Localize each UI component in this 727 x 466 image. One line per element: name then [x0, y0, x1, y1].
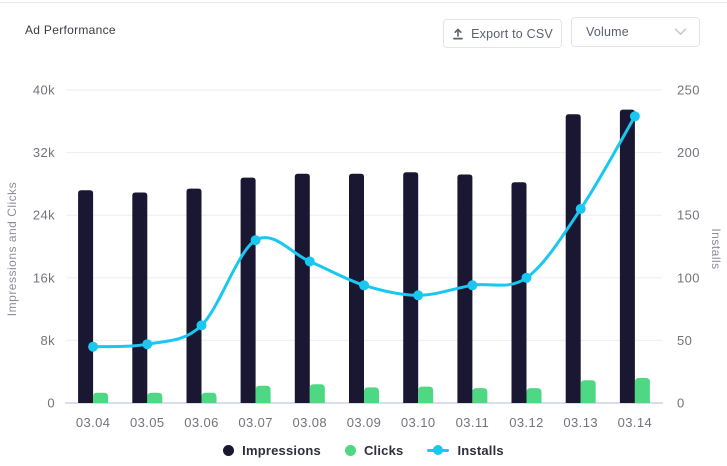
x-tick-label: 03.06 [184, 415, 219, 430]
point-installs-03.07 [250, 235, 261, 246]
point-installs-03.09 [359, 280, 369, 291]
bar-impressions-03.07 [240, 177, 256, 403]
bar-clicks-03.12 [526, 388, 542, 403]
point-installs-03.08 [304, 256, 315, 267]
bar-clicks-03.06 [201, 392, 217, 403]
bar-impressions-03.13 [565, 114, 581, 404]
legend-item-clicks[interactable]: Clicks [344, 442, 404, 458]
bar-impressions-03.10 [403, 172, 419, 403]
left-tick-label: 16k [33, 270, 55, 285]
bar-clicks-03.07 [255, 385, 271, 403]
right-tick-label: 150 [677, 208, 700, 223]
upload-icon [452, 27, 464, 40]
right-tick-label: 50 [677, 333, 692, 348]
page-title: Ad Performance [25, 23, 116, 37]
bar-impressions-03.11 [457, 174, 473, 403]
bar-impressions-03.12 [511, 182, 527, 403]
x-tick-label: 03.08 [293, 415, 328, 430]
x-tick-label: 03.14 [618, 415, 653, 430]
bar-clicks-03.04 [93, 392, 109, 403]
legend-circle-marker [344, 444, 356, 456]
bar-clicks-03.11 [472, 388, 488, 403]
point-installs-03.05 [142, 339, 153, 350]
legend-label: Installs [457, 442, 504, 458]
legend-label: Impressions [242, 442, 321, 458]
legend-circle-marker [223, 444, 235, 456]
right-tick-label: 0 [677, 396, 685, 411]
bar-clicks-03.14 [634, 378, 650, 403]
bar-impressions-03.08 [294, 173, 310, 403]
x-axis-labels: 03.04 03.05 03.06 03.07 03.08 03.09 03.10 03.11… [76, 415, 652, 430]
x-tick-label: 03.04 [76, 415, 111, 430]
left-tick-label: 24k [33, 208, 55, 223]
point-installs-03.13 [575, 203, 586, 214]
right-axis-ticks: 0 50 100 150 200 250 [677, 83, 700, 411]
volume-select-value: Volume [586, 25, 629, 39]
left-tick-label: 0 [47, 396, 55, 411]
x-tick-label: 03.09 [347, 415, 382, 430]
point-installs-03.06 [196, 320, 207, 331]
bar-clicks-03.10 [418, 386, 434, 403]
point-installs-03.12 [521, 272, 532, 283]
export-button-label: Export to CSV [471, 26, 553, 41]
point-installs-03.04 [88, 341, 99, 352]
top-divider [0, 2, 727, 3]
point-installs-03.11 [467, 280, 478, 291]
left-axis-title: Impressions and Clicks [5, 182, 19, 316]
clicks-bars [93, 378, 650, 403]
bar-impressions-03.09 [349, 173, 364, 403]
x-tick-label: 03.12 [509, 415, 544, 430]
x-tick-label: 03.13 [563, 415, 598, 430]
legend-item-installs[interactable]: Installs [427, 442, 504, 458]
bar-impressions-03.14 [619, 109, 635, 403]
right-axis-title: Installs [709, 228, 723, 269]
point-installs-03.10 [413, 290, 424, 301]
left-tick-label: 32k [33, 145, 55, 160]
left-axis-ticks: 0 8k 16k 24k 32k 40k [33, 83, 55, 411]
right-tick-label: 200 [677, 145, 700, 160]
x-tick-label: 03.10 [401, 415, 436, 430]
export-to-csv-button[interactable]: Export to CSV [443, 19, 562, 48]
bar-clicks-03.05 [147, 392, 163, 403]
x-tick-label: 03.05 [130, 415, 165, 430]
bar-clicks-03.13 [580, 380, 596, 403]
left-tick-label: 8k [40, 333, 55, 348]
chart-legend: Impressions Clicks Installs [0, 439, 727, 461]
x-tick-label: 03.07 [238, 415, 273, 430]
impressions-bars [78, 109, 635, 404]
bar-clicks-03.09 [364, 387, 379, 403]
legend-label: Clicks [363, 442, 404, 458]
bar-impressions-03.06 [186, 188, 202, 403]
bar-impressions-03.04 [78, 190, 94, 403]
volume-select[interactable]: Volume [571, 17, 700, 47]
installs-line [88, 111, 640, 352]
left-tick-label: 40k [33, 83, 55, 98]
right-tick-label: 100 [677, 270, 700, 285]
x-tick-label: 03.11 [456, 415, 490, 430]
legend-line-marker [427, 444, 450, 456]
bar-impressions-03.05 [132, 192, 148, 403]
legend-item-impressions[interactable]: Impressions [223, 443, 321, 458]
right-tick-label: 250 [677, 83, 700, 98]
chevron-down-icon [674, 28, 687, 36]
bar-clicks-03.08 [309, 384, 325, 403]
installs-line-path [91, 114, 637, 349]
point-installs-03.14 [629, 111, 640, 122]
